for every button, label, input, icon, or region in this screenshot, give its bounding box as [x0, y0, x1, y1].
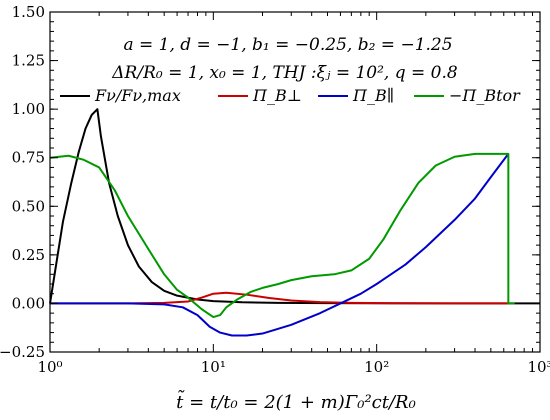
annotation-params-1: a = 1, d = −1, b₁ = −0.25, b₂ = −1.25 [123, 35, 452, 55]
plot-frame [49, 11, 541, 353]
y-tick-label-5: 1.00 [12, 100, 45, 118]
series-line-2 [50, 153, 510, 337]
series-layer [49, 108, 541, 337]
y-tick-label-3: 0.50 [12, 197, 45, 215]
y-tick-label-2: 0.25 [12, 246, 45, 264]
legend: Fν/Fν,max Π_B⊥ Π_B∥ −Π_Btor [60, 86, 521, 105]
legend-label-2: Π_B∥ [352, 86, 394, 105]
y-tick-label-7: 1.50 [12, 3, 45, 21]
x-tick-label-3: 10³ [527, 358, 550, 376]
y-tick-label-0: −0.25 [0, 343, 45, 361]
legend-label-1: Π_B⊥ [252, 86, 302, 105]
x-tick-label-1: 10¹ [201, 358, 226, 376]
legend-label-0: Fν/Fν,max [94, 86, 181, 105]
x-tick-label-2: 10² [364, 358, 389, 376]
y-tick-label-6: 1.25 [12, 52, 45, 70]
y-tick-label-4: 0.75 [12, 149, 45, 167]
x-axis-label: t̃ = t/t₀ = 2(1 + m)Γ₀²ct/R₀ [176, 390, 416, 413]
x-tick-label-0: 10⁰ [37, 358, 62, 376]
series-line-0 [49, 108, 541, 305]
y-tick-label-1: 0.00 [12, 294, 45, 312]
legend-label-3: −Π_Btor [449, 86, 521, 105]
ticks-layer: 10⁰ 10¹ 10² 10³ −0.25 0.00 0.25 0.50 0.75 1.00 1.2… [0, 3, 550, 376]
annotation-params-2: ΔR/R₀ = 1, x₀ = 1, THJ :ξⱼ = 10², q = 0.… [111, 63, 458, 83]
series-line-3 [49, 152, 515, 319]
